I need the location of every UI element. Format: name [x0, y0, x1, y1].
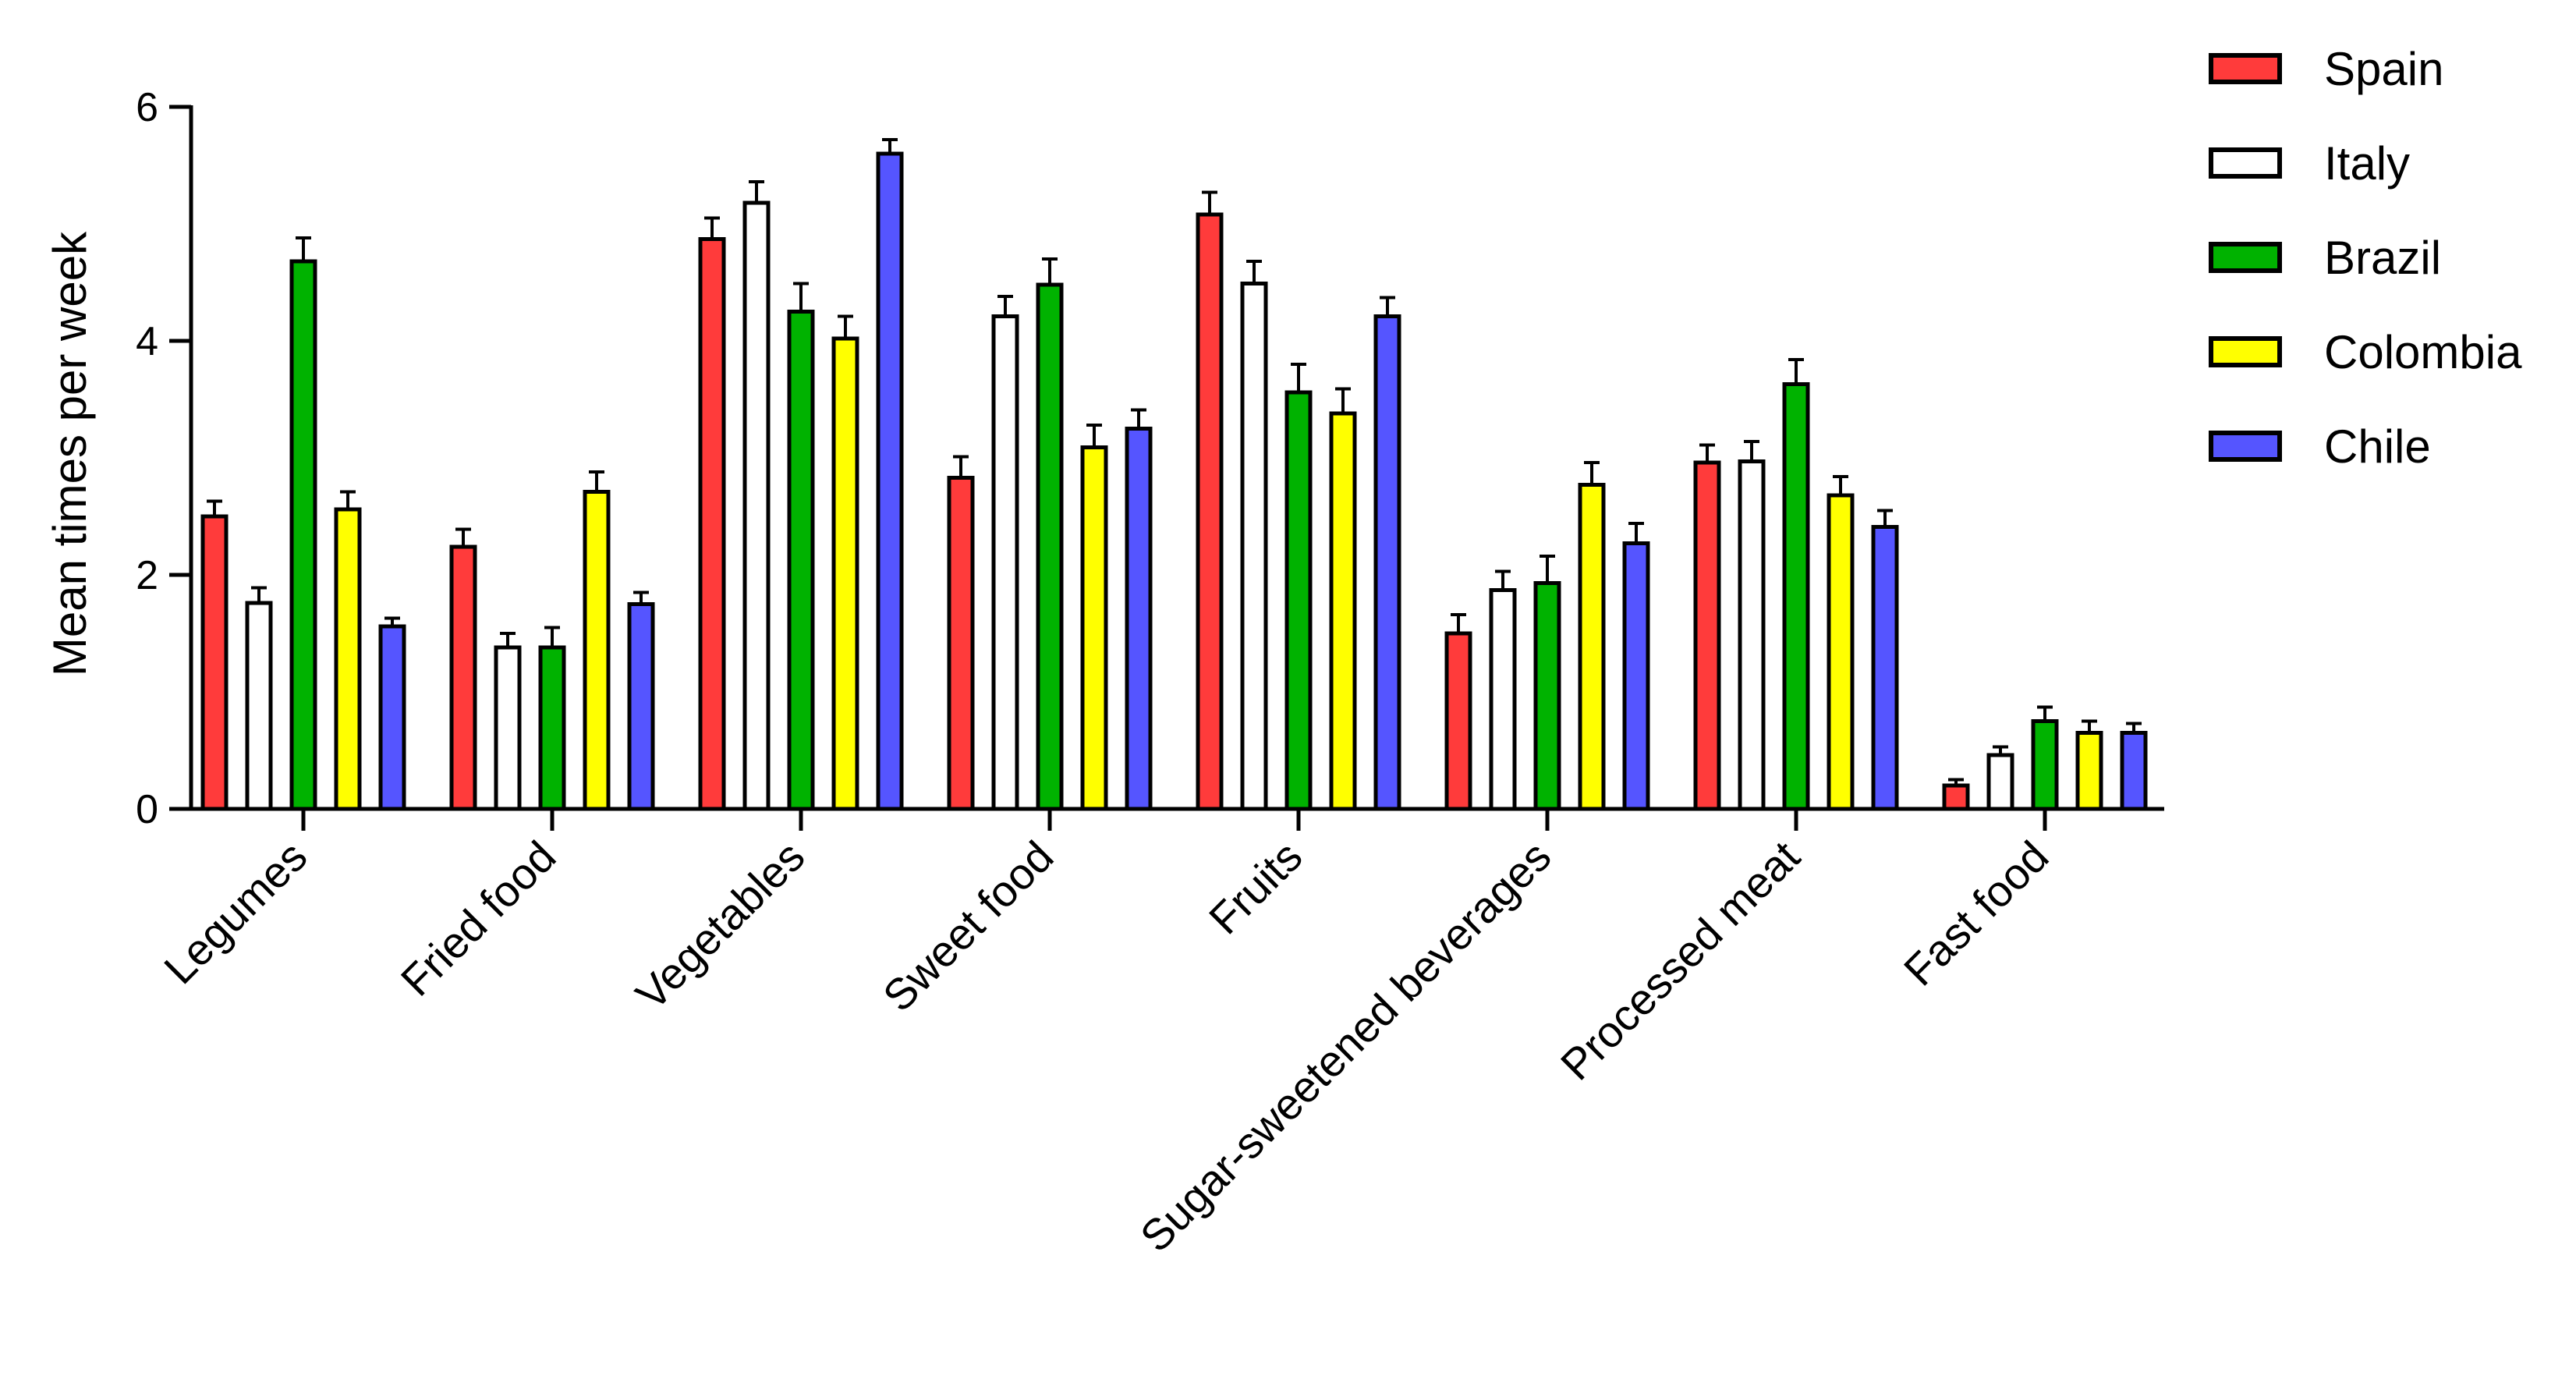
legend-label: Chile	[2324, 420, 2431, 473]
bar	[991, 314, 1019, 811]
bar	[1942, 783, 1970, 811]
bar	[1693, 460, 1721, 811]
legend-swatch	[2209, 53, 2282, 84]
x-category-label: Processed meat	[1551, 832, 1809, 1090]
bar	[334, 507, 362, 811]
bar	[289, 259, 317, 811]
bar	[583, 490, 611, 811]
legend-swatch	[2209, 147, 2282, 179]
x-category-label: Fast food	[1894, 832, 2058, 995]
x-category-label: Vegetables	[626, 832, 814, 1020]
bar	[876, 151, 904, 811]
y-tick-label: 4	[136, 319, 158, 364]
bar	[1240, 282, 1268, 811]
bar	[1080, 445, 1108, 811]
bar	[1827, 493, 1855, 811]
bar	[1036, 282, 1064, 811]
bar	[245, 601, 273, 811]
y-axis: 0 2 4 6	[136, 85, 193, 832]
bar	[1489, 588, 1517, 811]
bar	[1373, 314, 1401, 811]
bars-layer	[200, 138, 2148, 811]
bar	[538, 645, 566, 811]
bar	[947, 476, 975, 811]
bar	[449, 544, 477, 811]
bar	[1196, 212, 1224, 811]
bar	[1782, 382, 1810, 811]
bar	[627, 602, 655, 811]
bar	[1986, 753, 2014, 811]
legend-swatch	[2209, 242, 2282, 273]
x-category-label: Fruits	[1199, 832, 1312, 944]
x-axis: Legumes Fried food Vegetables Sweet food Fru…	[154, 807, 2164, 1261]
y-tick-label: 6	[136, 85, 158, 130]
bar	[494, 645, 522, 811]
bar	[1125, 427, 1153, 811]
x-category-label: Sugar-sweetened beverages	[1131, 832, 1561, 1261]
bar	[1871, 525, 1899, 811]
y-tick-label: 2	[136, 553, 158, 598]
bar	[742, 200, 771, 811]
legend-label: Italy	[2324, 137, 2410, 190]
legend-swatch	[2209, 336, 2282, 367]
legend-label: Colombia	[2324, 326, 2522, 378]
bar	[787, 310, 815, 811]
bar	[1738, 459, 1766, 811]
legend-swatch	[2209, 431, 2282, 462]
legend-label: Brazil	[2324, 232, 2441, 284]
legend: Spain Italy Brazil Colombia Chile	[2209, 43, 2522, 473]
y-axis-label: Mean times per week	[44, 231, 96, 676]
bar	[1329, 411, 1357, 811]
legend-label: Spain	[2324, 43, 2443, 95]
bar	[1444, 631, 1472, 811]
y-tick-label: 0	[136, 787, 158, 832]
bar	[2075, 731, 2103, 811]
bar	[831, 336, 859, 811]
bar	[1578, 483, 1606, 811]
x-category-label: Sweet food	[873, 832, 1063, 1021]
bar	[2120, 731, 2148, 811]
x-category-label: Fried food	[392, 832, 565, 1005]
bar	[200, 514, 229, 811]
bar	[2031, 719, 2059, 811]
x-category-label: Legumes	[154, 832, 316, 993]
bar	[698, 237, 726, 811]
bar	[1533, 581, 1561, 811]
bar	[1284, 390, 1313, 811]
bar	[378, 624, 406, 811]
bar	[1622, 541, 1650, 811]
